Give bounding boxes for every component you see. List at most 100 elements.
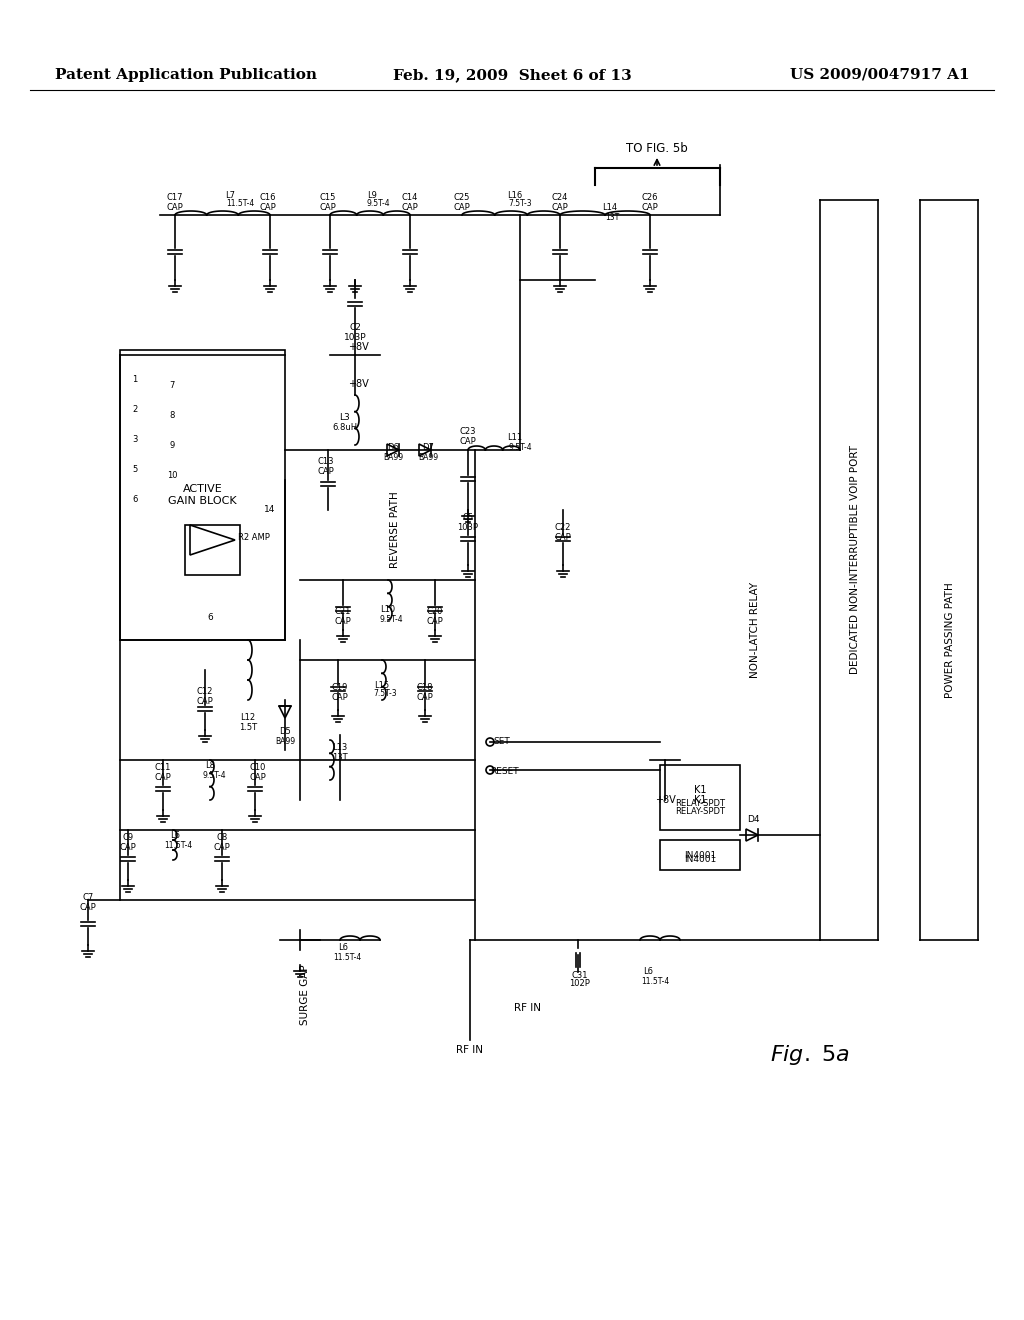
Text: C19: C19 (332, 684, 348, 693)
Text: L16: L16 (507, 190, 522, 199)
Text: D7: D7 (422, 444, 434, 453)
Text: L15: L15 (375, 681, 389, 689)
Text: C21: C21 (335, 607, 351, 616)
Bar (120, 350, 285, 640)
Text: 11.5T-4: 11.5T-4 (226, 199, 254, 209)
Text: C5: C5 (463, 513, 473, 523)
Text: 1.5T: 1.5T (239, 722, 257, 731)
Text: L13: L13 (333, 743, 347, 752)
Text: 11.5T-4: 11.5T-4 (164, 841, 193, 850)
Text: POWER PASSING PATH: POWER PASSING PATH (945, 582, 955, 698)
Text: C16: C16 (260, 194, 276, 202)
Text: 13T: 13T (605, 214, 620, 223)
Text: 102P: 102P (569, 979, 591, 989)
Text: REVERSE PATH: REVERSE PATH (390, 491, 400, 569)
Text: CAP: CAP (80, 903, 96, 912)
Text: C22: C22 (555, 524, 571, 532)
Text: 103P: 103P (458, 523, 478, 532)
Text: C20: C20 (427, 607, 443, 616)
Text: +8V: +8V (347, 342, 369, 352)
Text: 9.5T-4: 9.5T-4 (367, 199, 390, 209)
Text: C17: C17 (167, 194, 183, 202)
Text: L12: L12 (241, 714, 256, 722)
Text: RF IN: RF IN (514, 1003, 542, 1012)
Text: C7: C7 (82, 894, 93, 903)
Text: CAP: CAP (335, 616, 351, 626)
Text: 11.5T-4: 11.5T-4 (641, 977, 669, 986)
Text: D5: D5 (280, 727, 291, 737)
Text: CAP: CAP (260, 202, 276, 211)
Text: IN4001: IN4001 (684, 850, 716, 859)
Text: CAP: CAP (214, 842, 230, 851)
Text: 11.5T-4: 11.5T-4 (333, 953, 361, 961)
Text: C25: C25 (454, 194, 470, 202)
Text: RELAY-SPDT: RELAY-SPDT (675, 808, 725, 817)
Text: TO FIG. 5b: TO FIG. 5b (626, 141, 688, 154)
Text: 6: 6 (132, 495, 137, 504)
Text: 10: 10 (167, 470, 177, 479)
Text: CAP: CAP (427, 616, 443, 626)
Text: CAP: CAP (332, 693, 348, 701)
Text: C13: C13 (317, 458, 334, 466)
Text: L6: L6 (170, 832, 180, 841)
Text: $\mathit{Fig.\ 5a}$: $\mathit{Fig.\ 5a}$ (770, 1043, 850, 1067)
Text: CAP: CAP (454, 202, 470, 211)
Text: CAP: CAP (155, 772, 171, 781)
Text: RESET: RESET (490, 767, 518, 776)
Text: 14: 14 (264, 506, 275, 515)
Text: 9.5T-4: 9.5T-4 (202, 771, 226, 780)
Text: 2: 2 (132, 405, 137, 414)
Text: 7: 7 (169, 380, 175, 389)
Text: C9: C9 (123, 833, 133, 842)
Text: C15: C15 (319, 194, 336, 202)
Text: Feb. 19, 2009  Sheet 6 of 13: Feb. 19, 2009 Sheet 6 of 13 (392, 69, 632, 82)
Text: CAP: CAP (417, 693, 433, 701)
Text: K1: K1 (693, 795, 707, 805)
Text: C24: C24 (552, 194, 568, 202)
Text: Patent Application Publication: Patent Application Publication (55, 69, 317, 82)
Text: CAP: CAP (401, 202, 419, 211)
Text: 5: 5 (132, 466, 137, 474)
Text: RELAY-SPDT: RELAY-SPDT (675, 799, 725, 808)
Text: CAP: CAP (317, 466, 335, 475)
Text: L9: L9 (367, 190, 377, 199)
Text: 103P: 103P (344, 334, 367, 342)
Text: 3: 3 (132, 436, 137, 445)
Bar (660, 766, 740, 830)
Text: RF IN: RF IN (457, 1045, 483, 1055)
Text: 9.5T-4: 9.5T-4 (508, 442, 531, 451)
Text: +8V: +8V (654, 795, 676, 805)
Text: CAP: CAP (167, 202, 183, 211)
Text: 9: 9 (169, 441, 175, 450)
Text: +8V: +8V (347, 379, 369, 389)
Text: IN4001: IN4001 (684, 855, 716, 865)
Text: CAP: CAP (552, 202, 568, 211)
Text: C23: C23 (460, 428, 476, 437)
Text: ACTIVE
GAIN BLOCK: ACTIVE GAIN BLOCK (168, 484, 237, 506)
Text: C31: C31 (571, 970, 588, 979)
Text: 1: 1 (132, 375, 137, 384)
Text: R2 AMP: R2 AMP (238, 533, 270, 543)
Text: C26: C26 (642, 194, 658, 202)
Text: 9.5T-4: 9.5T-4 (379, 615, 402, 623)
Text: L6: L6 (643, 968, 653, 977)
Text: C11: C11 (155, 763, 171, 772)
Text: C12: C12 (197, 688, 213, 697)
Text: US 2009/0047917 A1: US 2009/0047917 A1 (791, 69, 970, 82)
Text: L11: L11 (508, 433, 522, 442)
Text: C14: C14 (401, 194, 418, 202)
Text: C2: C2 (349, 323, 360, 333)
Text: CAP: CAP (555, 532, 571, 541)
Text: SURGE GAP: SURGE GAP (300, 965, 310, 1026)
Text: K1: K1 (693, 785, 707, 795)
Text: BA99: BA99 (383, 453, 403, 462)
Text: CAP: CAP (197, 697, 213, 705)
Text: SET: SET (493, 738, 510, 747)
Text: 7.5T-3: 7.5T-3 (508, 199, 531, 209)
Text: CAP: CAP (319, 202, 336, 211)
Text: 6.8uH: 6.8uH (333, 424, 357, 433)
Text: 8: 8 (169, 411, 175, 420)
Text: C10: C10 (250, 763, 266, 772)
Bar (660, 840, 740, 870)
Text: CAP: CAP (642, 202, 658, 211)
